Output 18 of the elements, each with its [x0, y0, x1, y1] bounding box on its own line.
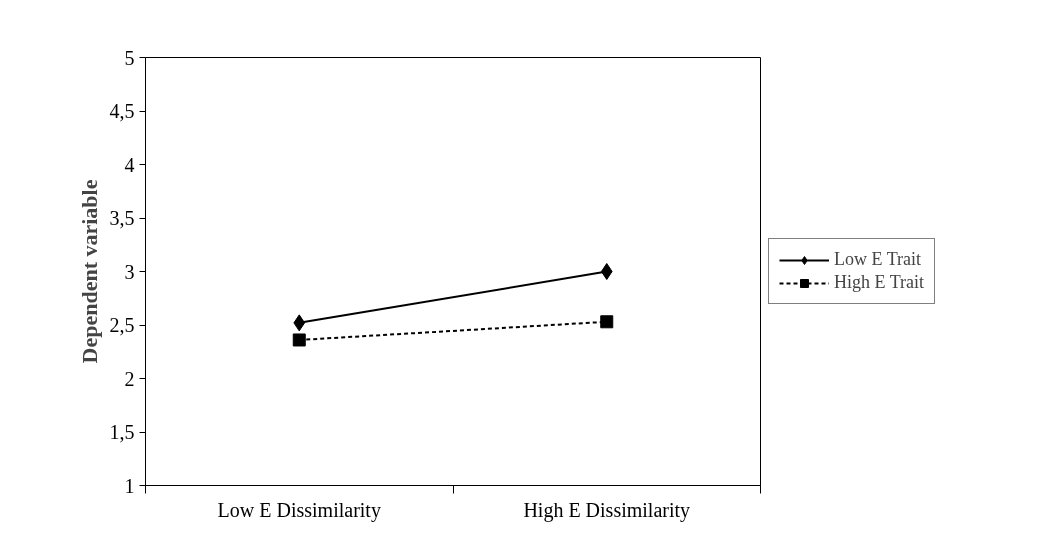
point: [600, 263, 613, 280]
x-tick-label: High E Dissimilarity: [523, 498, 691, 522]
y-axis-title: Dependent variable: [76, 179, 102, 364]
y-tick-label: 4,5: [109, 100, 135, 122]
point: [600, 315, 614, 329]
y-tick-label: 2: [124, 367, 135, 390]
point: [293, 314, 306, 332]
y-tick-label: 4: [124, 153, 135, 176]
legend-label: Low E Trait: [834, 249, 922, 270]
y-tick-label: 1: [124, 474, 135, 497]
y-tick-label: 5: [124, 46, 135, 69]
y-tick-label: 3,5: [109, 207, 135, 229]
y-tick-label: 3: [124, 260, 135, 283]
y-tick-label: 1,5: [109, 421, 135, 443]
point: [292, 333, 306, 347]
legend-label: High E Trait: [834, 272, 925, 293]
x-tick-label: Low E Dissimilarity: [217, 498, 381, 522]
y-tick-label: 2,5: [109, 314, 135, 336]
